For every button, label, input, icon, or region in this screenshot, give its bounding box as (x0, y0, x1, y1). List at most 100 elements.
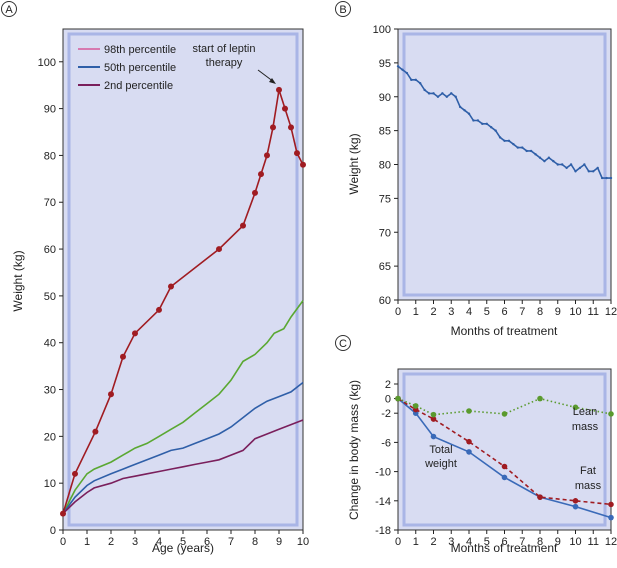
panel-c-plot-inner-border (402, 372, 607, 527)
leptin-annotation: start of leptin therapy (193, 43, 276, 84)
panel-b-xtick-label: 11 (588, 306, 599, 318)
patient-point (300, 161, 306, 168)
weight-point (547, 156, 551, 159)
panel-a-xtick-label: 1 (84, 536, 90, 548)
weight-point (494, 129, 497, 132)
panel-c-ytick-label: -10 (375, 467, 391, 479)
patient-point (270, 124, 276, 131)
series-lean-mass (397, 397, 612, 416)
lean-mass-point (412, 403, 419, 409)
label-fat-mass-line-1: Fat (580, 465, 596, 477)
panel-a-ytick-label: 30 (44, 385, 56, 397)
panel-c-xtick-label: 5 (484, 536, 490, 548)
panel-c-xtick-label: 7 (519, 536, 525, 548)
panel-c-ytick-label: -6 (381, 437, 391, 449)
panel-b-ytick-label: 85 (379, 126, 391, 138)
weight-point (609, 176, 613, 180)
patient-point (108, 391, 114, 398)
total-weight-point (608, 514, 614, 521)
panel-c-xtick-label: 4 (466, 536, 472, 548)
weight-point (552, 159, 555, 163)
weight-point (596, 166, 599, 170)
weight-point (450, 92, 453, 95)
lean-mass-point (572, 404, 579, 411)
weight-point (445, 95, 449, 98)
annotation-line-1: start of leptin (193, 43, 256, 55)
panel-a-xtick-label: 9 (276, 536, 282, 548)
patient-point (294, 150, 300, 157)
panel-a-series (60, 86, 306, 517)
weight-point (454, 95, 457, 98)
panel-a-xtick-label: 3 (132, 536, 138, 548)
panel-b-xtick-label: 7 (519, 306, 525, 318)
panel-b-plot-inner-border (402, 32, 607, 297)
panel-a-xtick-label: 2 (108, 536, 114, 548)
panel-b-ytick-label: 75 (379, 193, 391, 205)
panel-a-ytick-label: 50 (44, 291, 56, 303)
panel-b-badge (335, 1, 351, 17)
label-lean-mass-line-2: mass (572, 421, 599, 433)
panel-c-letter: C (339, 338, 347, 350)
panel-c-xtick-label: 2 (430, 536, 436, 548)
series-50th-percentile (62, 381, 304, 515)
panel-b-xtick-label: 2 (430, 306, 436, 318)
weight-point (512, 142, 515, 146)
panel-b-xtick-label: 4 (466, 306, 472, 318)
panel-c-ytick-label: -14 (375, 496, 391, 508)
weight-point (432, 92, 435, 95)
panel-a-xtick-label: 4 (156, 536, 162, 548)
weight-point (427, 92, 431, 95)
weight-point (467, 112, 471, 115)
series-fat-mass (397, 397, 612, 506)
weight-point (534, 153, 537, 156)
panel-c-xtick-label: 10 (569, 536, 581, 548)
weight-point (556, 163, 559, 166)
annotation-arrowhead (269, 78, 276, 84)
panel-a-ytick-label: 80 (44, 150, 56, 162)
label-lean-mass-line-1: Lean (573, 406, 597, 418)
fat-mass-point (466, 438, 472, 445)
patient-point (60, 510, 66, 517)
panel-b-xtick-label: 5 (484, 306, 490, 318)
panel-b-ytick-label: 60 (379, 295, 391, 307)
weight-point (583, 163, 586, 166)
weight-point (472, 119, 475, 122)
patient-point (264, 152, 270, 159)
weight-point (423, 88, 426, 92)
weight-point (569, 163, 573, 166)
panel-a-ytick-label: 40 (44, 338, 56, 350)
panel-b-ytick-label: 95 (379, 58, 391, 70)
weight-point (587, 170, 591, 173)
weight-point (574, 170, 577, 173)
fat-mass-point (608, 501, 614, 508)
panel-b-xtick-label: 6 (501, 306, 507, 318)
weight-point (436, 95, 440, 98)
label-total-weight-line-1: Total (429, 444, 452, 456)
lean-mass-point (537, 395, 543, 402)
patient-point (288, 124, 294, 131)
weight-point (401, 68, 404, 71)
patient-point (156, 306, 162, 313)
fat-mass-point (430, 416, 437, 422)
panel-c-xtick-label: 11 (588, 536, 599, 548)
weight-point (410, 78, 413, 82)
panel-c-series (395, 395, 614, 521)
panel-b-ylabel: Weight (kg) (347, 133, 361, 194)
legend-label-50th: 50th percentile (104, 62, 176, 74)
weight-point (578, 166, 582, 170)
panel-a-xtick-label: 7 (228, 536, 234, 548)
panel-c-ytick-label: -2 (381, 408, 391, 420)
weight-point (503, 139, 506, 142)
panel-c-ytick-label: 0 (385, 394, 391, 406)
lean-mass-point (608, 411, 614, 417)
panel-a-ytick-label: 90 (44, 104, 56, 116)
patient-point (252, 189, 258, 196)
series-98th-percentile (62, 300, 304, 514)
panel-b-xtick-label: 8 (537, 306, 543, 318)
weight-point (560, 163, 564, 166)
panel-c-xtick-label: 8 (537, 536, 543, 548)
